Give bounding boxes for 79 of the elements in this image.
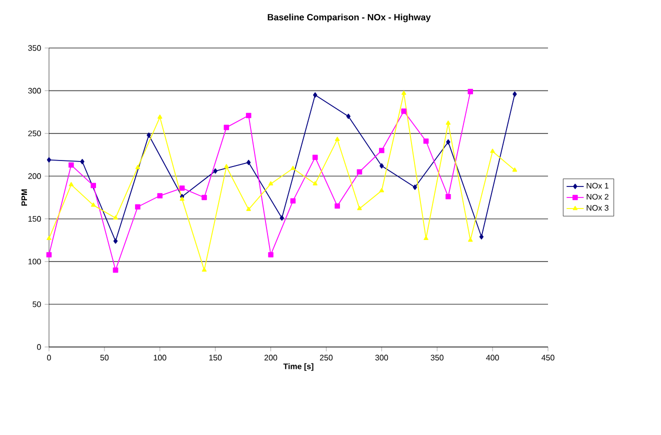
point [468, 88, 474, 94]
point [423, 138, 429, 144]
point [401, 108, 406, 114]
x-tick-label: 450 [542, 354, 554, 360]
point [246, 160, 251, 166]
point [179, 185, 185, 191]
point [46, 157, 52, 163]
legend-label: NOx 3 [586, 205, 608, 211]
point [80, 158, 84, 164]
point [180, 196, 184, 201]
x-tick-label: 300 [375, 354, 388, 360]
y-tick-label: 50 [32, 301, 41, 308]
y-tick-label: 0 [37, 344, 41, 350]
legend-label: NOx 1 [586, 182, 608, 189]
x-tick-label: 250 [320, 354, 333, 360]
y-tick-label: 100 [28, 258, 41, 264]
x-tick-label: 0 [47, 354, 51, 360]
point [202, 194, 207, 200]
point [68, 182, 74, 186]
point [379, 148, 384, 154]
point [479, 234, 484, 240]
point [446, 139, 450, 145]
point [112, 267, 118, 273]
point [346, 114, 351, 119]
x-tick-label: 200 [264, 354, 278, 360]
point [46, 252, 52, 258]
point [512, 168, 518, 172]
point [157, 193, 163, 198]
point [334, 203, 340, 209]
point [401, 90, 406, 95]
y-tick-label: 250 [28, 130, 41, 136]
legend-label: NOx 2 [586, 194, 608, 200]
point [334, 136, 340, 141]
point [313, 92, 318, 98]
point [90, 182, 96, 188]
point [356, 169, 362, 175]
point [379, 188, 384, 192]
point [412, 184, 418, 190]
point [113, 215, 118, 220]
y-tick-label: 300 [28, 88, 41, 94]
y-axis-title: PPM [21, 189, 27, 206]
point [246, 112, 252, 118]
point [312, 181, 318, 186]
y-tick-label: 350 [28, 45, 41, 51]
point [446, 194, 451, 200]
point [213, 168, 218, 174]
x-tick-label: 50 [100, 354, 109, 360]
point [146, 132, 151, 138]
y-tick-label: 200 [28, 173, 41, 179]
chart-title: Baseline Comparison - NOx - Highway [268, 14, 431, 22]
point [380, 163, 384, 169]
point [312, 154, 318, 160]
point [158, 114, 162, 119]
point [490, 148, 495, 153]
point [68, 162, 74, 168]
point [202, 267, 207, 272]
point [246, 206, 251, 211]
point [280, 215, 284, 221]
point [357, 206, 362, 210]
point [224, 124, 230, 130]
point [512, 91, 517, 97]
point [290, 198, 296, 204]
x-axis-title: Time [s] [283, 363, 314, 371]
x-tick-label: 100 [154, 354, 166, 360]
point [113, 238, 118, 244]
x-tick-label: 150 [209, 354, 222, 360]
point [135, 164, 140, 170]
point [446, 120, 451, 125]
point [468, 238, 473, 242]
point [46, 236, 52, 240]
point [224, 164, 229, 168]
y-tick-label: 150 [28, 216, 41, 222]
point [290, 166, 296, 170]
x-tick-label: 350 [430, 354, 444, 360]
x-tick-label: 400 [486, 354, 499, 360]
point [91, 202, 96, 207]
point [268, 252, 274, 258]
point [135, 204, 140, 210]
point [268, 181, 274, 186]
